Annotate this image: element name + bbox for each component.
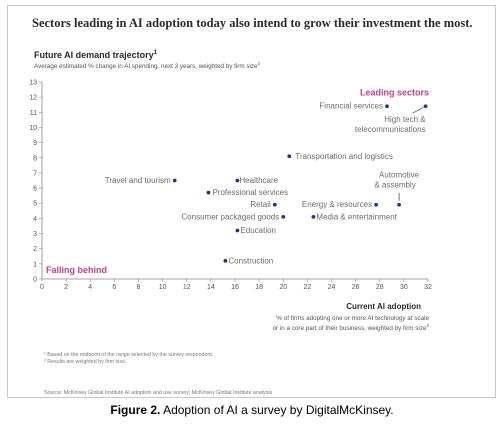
y-axis-title: Future AI demand trajectory1 xyxy=(34,50,157,60)
y-axis-title-mark: 1 xyxy=(153,50,158,56)
x-tick-label-2: 4 xyxy=(88,284,92,291)
point-label-energy-resources: Energy & resources xyxy=(302,200,372,209)
x-tick-label-3: 6 xyxy=(112,284,116,291)
point-energy-resources xyxy=(374,202,379,207)
x-tick-label-6: 12 xyxy=(183,284,191,291)
source-note: Source: McKinsey Global Institute AI ado… xyxy=(44,390,273,396)
y-tick-label-6: 6 xyxy=(33,186,37,193)
point-label-travel-and-tourism: Travel and tourism xyxy=(105,176,171,185)
x-axis-subtitle-mark: 2 xyxy=(426,323,429,328)
x-tick-label-0: 0 xyxy=(40,284,44,291)
y-tick-label-11: 11 xyxy=(30,110,37,117)
x-tick-label-16: 32 xyxy=(424,284,432,291)
point-label-consumer-packaged-goods: Consumer packaged goods xyxy=(181,212,279,221)
y-axis-subtitle-mark: 2 xyxy=(257,61,261,66)
point-education xyxy=(235,228,240,233)
y-tick-label-1: 1 xyxy=(33,261,37,268)
y-axis-subtitle-text: Average estimated % change in AI spendin… xyxy=(34,63,258,71)
x-tick-label-10: 20 xyxy=(279,284,287,291)
point-label-high-tech-line-2: telecommunications xyxy=(355,125,426,134)
x-tick-label-9: 18 xyxy=(255,284,263,291)
point-financial-services xyxy=(385,104,389,109)
point-label-retail: Retail xyxy=(250,200,271,209)
x-tick-label-5: 10 xyxy=(159,284,167,291)
caption-label: Figure 2. xyxy=(110,403,161,417)
y-tick-label-3: 3 xyxy=(33,231,37,238)
annotation-falling-behind: Falling behind xyxy=(46,265,107,275)
point-consumer-packaged-goods xyxy=(281,214,286,219)
point-label-education: Education xyxy=(240,226,276,235)
y-tick-label-4: 4 xyxy=(33,216,37,223)
point-transportation-and-logistics xyxy=(287,154,292,159)
point-professional-services xyxy=(206,190,211,195)
point-healthcare xyxy=(235,178,240,183)
y-tick-label-13: 13 xyxy=(29,80,37,87)
chart-headline: Sectors leading in AI adoption today als… xyxy=(32,16,473,30)
x-tick-label-11: 22 xyxy=(303,284,311,291)
x-axis-subtitle-line-1: % of firms adopting one or more AI techn… xyxy=(276,315,429,322)
caption-text: Adoption of AI a survey by DigitalMcKins… xyxy=(160,403,394,417)
y-tick-label-10: 10 xyxy=(29,125,37,132)
y-tick-label-0: 0 xyxy=(33,277,37,284)
point-label-automotive-line-2: & assembly xyxy=(374,181,415,190)
x-tick-label-1: 2 xyxy=(64,284,68,291)
point-label-construction: Construction xyxy=(228,256,273,265)
point-high-tech-telecommunications xyxy=(423,104,428,109)
x-tick-label-4: 8 xyxy=(137,284,141,291)
point-media-entertainment xyxy=(311,214,316,219)
point-label-healthcare: Healthcare xyxy=(239,176,278,185)
x-axis-subtitle-line-2: or in a core part of their business, wei… xyxy=(272,323,429,332)
point-label-high-tech-line-1: High tech & xyxy=(384,115,426,124)
point-retail xyxy=(272,202,277,207)
point-label-transportation-and-logistics: Transportation and logistics xyxy=(295,152,393,161)
y-tick-label-5: 5 xyxy=(33,201,37,208)
figure-caption: Figure 2. Adoption of AI a survey by Dig… xyxy=(0,403,504,417)
footnote-1: ¹ Based on the midpoint of the range sel… xyxy=(44,352,214,358)
point-automotive-assembly xyxy=(397,202,401,207)
point-label-media-entertainment: Media & entertainment xyxy=(316,212,397,221)
point-label-automotive-line-1: Automotive xyxy=(379,171,420,180)
x-axis-subtitle-line-2-text: or in a core part of their business, wei… xyxy=(272,325,427,333)
x-tick-label-8: 16 xyxy=(231,284,239,291)
y-tick-label-2: 2 xyxy=(33,246,37,253)
y-tick-label-8: 8 xyxy=(33,155,37,162)
point-travel-and-tourism xyxy=(172,178,177,183)
y-tick-label-7: 7 xyxy=(33,170,37,177)
point-label-professional-services: Professional services xyxy=(212,188,288,197)
x-tick-label-13: 26 xyxy=(352,284,360,291)
point-construction xyxy=(223,258,228,263)
y-tick-label-12: 12 xyxy=(29,95,37,102)
annotation-leading-sectors: Leading sectors xyxy=(360,88,429,98)
x-tick-label-14: 28 xyxy=(376,284,384,291)
x-tick-label-12: 24 xyxy=(328,284,336,291)
point-label-financial-services: Financial services xyxy=(319,102,383,111)
x-tick-label-15: 30 xyxy=(400,284,408,291)
y-tick-label-9: 9 xyxy=(33,140,37,147)
x-tick-label-7: 14 xyxy=(207,284,215,291)
y-axis-title-text: Future AI demand trajectory xyxy=(34,50,154,60)
y-axis-subtitle: Average estimated % change in AI spendin… xyxy=(34,61,260,70)
leader-line-high-tech xyxy=(412,106,424,114)
x-axis-title: Current AI adoption xyxy=(346,302,421,311)
footnote-2: ² Results are weighted by firm size. xyxy=(44,359,127,365)
figure-frame: Sectors leading in AI adoption today als… xyxy=(7,5,496,398)
